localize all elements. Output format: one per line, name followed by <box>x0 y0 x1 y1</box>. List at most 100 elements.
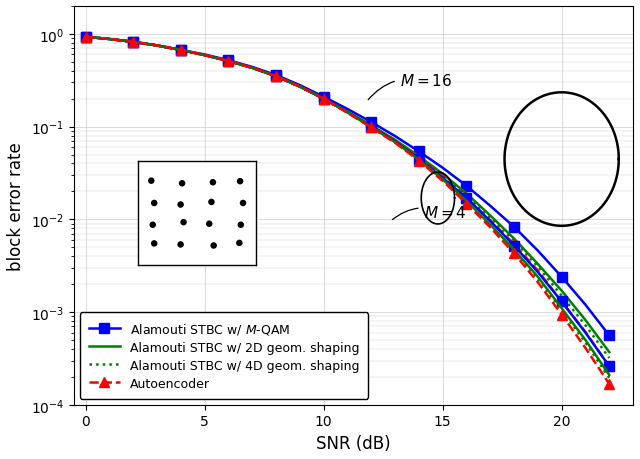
Autoencoder <box>272 74 280 80</box>
Alamouti STBC w/ $M$-QAM <box>153 44 161 49</box>
Alamouti STBC w/ 4D geom. shaping <box>296 84 303 90</box>
Alamouti STBC w/ 4D geom. shaping <box>272 74 280 80</box>
Alamouti STBC w/ 4D geom. shaping <box>153 44 161 49</box>
Alamouti STBC w/ $M$-QAM <box>415 149 422 155</box>
X-axis label: SNR (dB): SNR (dB) <box>316 434 390 452</box>
Autoencoder <box>106 37 113 43</box>
Alamouti STBC w/ 4D geom. shaping <box>439 173 447 179</box>
Y-axis label: block error rate: block error rate <box>7 142 25 270</box>
Autoencoder <box>296 84 303 90</box>
Alamouti STBC w/ 4D geom. shaping <box>106 37 113 43</box>
Autoencoder <box>177 48 185 54</box>
Autoencoder <box>153 44 161 49</box>
Text: $M = 16$: $M = 16$ <box>368 73 452 101</box>
Alamouti STBC w/ $M$-QAM <box>486 203 494 209</box>
Alamouti STBC w/ 4D geom. shaping <box>558 293 566 299</box>
Text: $M = 4$: $M = 4$ <box>392 205 467 220</box>
Alamouti STBC w/ 2D geom. shaping <box>605 350 613 355</box>
Alamouti STBC w/ $M$-QAM <box>558 274 566 280</box>
Autoencoder <box>534 268 541 274</box>
Alamouti STBC w/ $M$-QAM <box>510 224 518 230</box>
Alamouti STBC w/ 4D geom. shaping <box>201 53 209 59</box>
Alamouti STBC w/ $M$-QAM <box>82 35 90 40</box>
Alamouti STBC w/ 2D geom. shaping <box>344 110 351 115</box>
Autoencoder <box>415 156 422 161</box>
Alamouti STBC w/ 4D geom. shaping <box>391 138 399 144</box>
Alamouti STBC w/ $M$-QAM <box>367 120 375 125</box>
Alamouti STBC w/ 2D geom. shaping <box>391 138 399 143</box>
Alamouti STBC w/ $M$-QAM <box>129 40 137 45</box>
Autoencoder <box>439 174 447 180</box>
Alamouti STBC w/ $M$-QAM <box>534 248 541 254</box>
Alamouti STBC w/ 4D geom. shaping <box>248 66 256 72</box>
Autoencoder <box>225 59 232 65</box>
Alamouti STBC w/ 2D geom. shaping <box>439 172 447 177</box>
Alamouti STBC w/ 2D geom. shaping <box>486 213 494 219</box>
Alamouti STBC w/ 2D geom. shaping <box>510 236 518 242</box>
Alamouti STBC w/ 2D geom. shaping <box>582 318 589 323</box>
Alamouti STBC w/ 2D geom. shaping <box>272 74 280 80</box>
Alamouti STBC w/ 2D geom. shaping <box>320 97 328 102</box>
Autoencoder <box>391 139 399 145</box>
Alamouti STBC w/ 2D geom. shaping <box>201 53 209 59</box>
Alamouti STBC w/ $M$-QAM <box>463 184 470 189</box>
Alamouti STBC w/ $M$-QAM <box>225 58 232 64</box>
Alamouti STBC w/ 2D geom. shaping <box>248 66 256 72</box>
Autoencoder <box>344 110 351 116</box>
Alamouti STBC w/ 2D geom. shaping <box>129 40 137 45</box>
Alamouti STBC w/ 2D geom. shaping <box>463 191 470 197</box>
Alamouti STBC w/ 4D geom. shaping <box>177 48 185 54</box>
Alamouti STBC w/ 2D geom. shaping <box>82 35 90 40</box>
Alamouti STBC w/ $M$-QAM <box>177 48 185 54</box>
Alamouti STBC w/ $M$-QAM <box>272 73 280 78</box>
Legend: Alamouti STBC w/ $M$-QAM, Alamouti STBC w/ 2D geom. shaping, Alamouti STBC w/ 4D: Alamouti STBC w/ $M$-QAM, Alamouti STBC … <box>80 312 368 399</box>
Alamouti STBC w/ 2D geom. shaping <box>177 48 185 54</box>
Alamouti STBC w/ 4D geom. shaping <box>320 97 328 102</box>
Autoencoder <box>486 218 494 224</box>
Line: Autoencoder: Autoencoder <box>81 33 614 371</box>
Alamouti STBC w/ $M$-QAM <box>296 83 303 89</box>
Alamouti STBC w/ 2D geom. shaping <box>153 44 161 49</box>
Autoencoder <box>582 330 589 335</box>
Autoencoder <box>510 242 518 247</box>
Alamouti STBC w/ 4D geom. shaping <box>367 124 375 129</box>
Autoencoder <box>605 364 613 369</box>
Alamouti STBC w/ 4D geom. shaping <box>129 40 137 45</box>
Alamouti STBC w/ 4D geom. shaping <box>582 323 589 328</box>
Alamouti STBC w/ 4D geom. shaping <box>486 215 494 221</box>
Alamouti STBC w/ 2D geom. shaping <box>534 262 541 267</box>
Alamouti STBC w/ $M$-QAM <box>320 95 328 100</box>
Alamouti STBC w/ 4D geom. shaping <box>510 238 518 244</box>
Alamouti STBC w/ 4D geom. shaping <box>605 355 613 361</box>
Autoencoder <box>82 35 90 40</box>
Alamouti STBC w/ 2D geom. shaping <box>558 288 566 294</box>
Line: Alamouti STBC w/ 2D geom. shaping: Alamouti STBC w/ 2D geom. shaping <box>86 38 609 353</box>
Alamouti STBC w/ 4D geom. shaping <box>225 59 232 65</box>
Autoencoder <box>367 124 375 129</box>
Alamouti STBC w/ 2D geom. shaping <box>225 59 232 65</box>
Alamouti STBC w/ 2D geom. shaping <box>296 84 303 90</box>
Autoencoder <box>201 53 209 59</box>
Line: Alamouti STBC w/ $M$-QAM: Alamouti STBC w/ $M$-QAM <box>81 33 614 341</box>
Alamouti STBC w/ $M$-QAM <box>391 134 399 140</box>
Autoencoder <box>248 66 256 72</box>
Autoencoder <box>129 40 137 45</box>
Autoencoder <box>463 196 470 201</box>
Autoencoder <box>320 97 328 102</box>
Alamouti STBC w/ 4D geom. shaping <box>415 155 422 160</box>
Alamouti STBC w/ $M$-QAM <box>201 53 209 58</box>
Alamouti STBC w/ 2D geom. shaping <box>415 154 422 160</box>
Alamouti STBC w/ $M$-QAM <box>605 333 613 338</box>
Alamouti STBC w/ 4D geom. shaping <box>344 110 351 115</box>
Autoencoder <box>558 299 566 305</box>
Alamouti STBC w/ $M$-QAM <box>106 37 113 43</box>
Alamouti STBC w/ 4D geom. shaping <box>82 35 90 40</box>
Line: Alamouti STBC w/ 4D geom. shaping: Alamouti STBC w/ 4D geom. shaping <box>86 38 609 358</box>
Alamouti STBC w/ $M$-QAM <box>344 107 351 112</box>
Alamouti STBC w/ 2D geom. shaping <box>106 37 113 43</box>
Alamouti STBC w/ $M$-QAM <box>582 302 589 308</box>
Alamouti STBC w/ $M$-QAM <box>248 65 256 71</box>
Alamouti STBC w/ 4D geom. shaping <box>463 193 470 199</box>
Alamouti STBC w/ $M$-QAM <box>439 166 447 171</box>
Alamouti STBC w/ 2D geom. shaping <box>367 123 375 129</box>
